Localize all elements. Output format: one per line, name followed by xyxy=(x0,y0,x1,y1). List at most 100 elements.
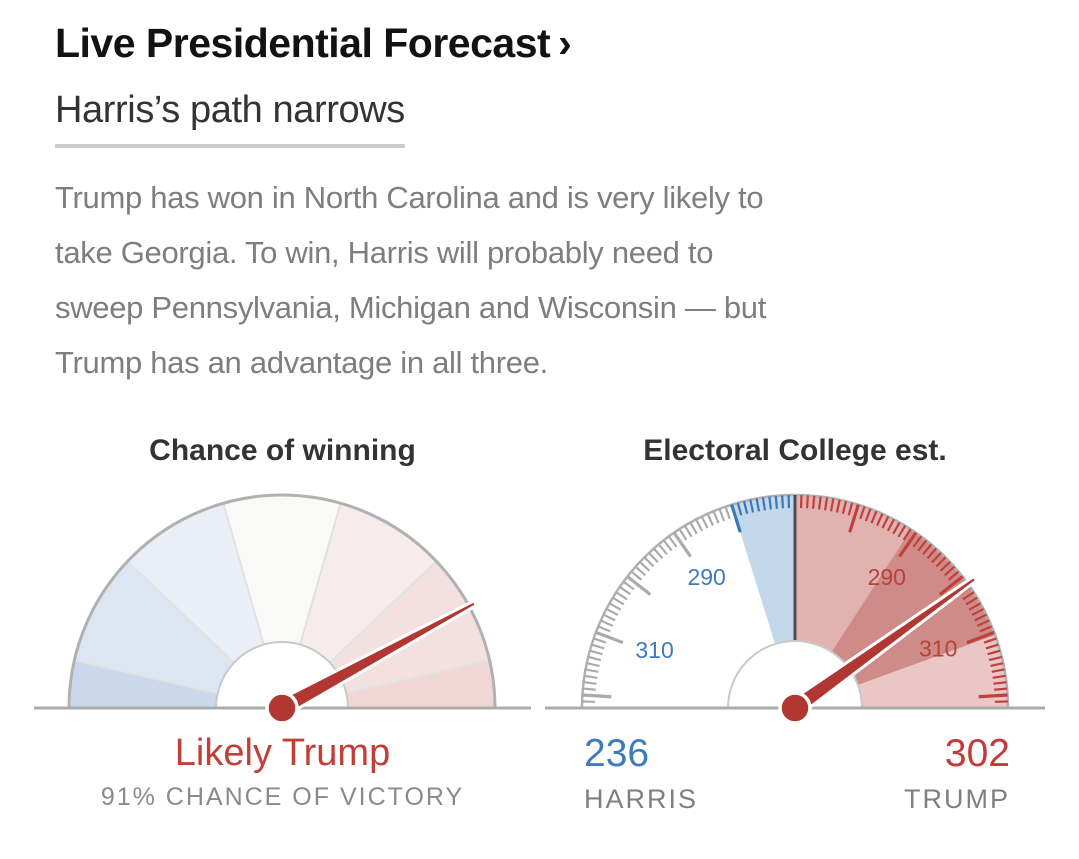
harris-total: 236 HARRIS xyxy=(584,732,698,815)
gauge-tick xyxy=(652,547,664,560)
chance-gauge-column: Chance of winning Likely Trump 91% CHANC… xyxy=(30,434,535,812)
gauge-tick xyxy=(591,643,605,650)
gauge-tick xyxy=(718,508,726,522)
result-subtext: 91% CHANCE OF VICTORY xyxy=(100,783,465,812)
gauge-tick xyxy=(615,591,628,601)
gauge-tick xyxy=(876,513,884,527)
gauge-tick xyxy=(947,570,960,581)
result-label: Likely Trump xyxy=(174,732,391,775)
electoral-gauge-tick-labels: 290 310 290 310 xyxy=(635,564,957,663)
live-forecast-link[interactable]: Live Presidential Forecast › xyxy=(55,20,1055,67)
gauge-tick xyxy=(892,522,901,535)
gauge-tick xyxy=(823,497,829,511)
gauge-tick xyxy=(662,539,673,552)
gauge-tick xyxy=(683,525,693,538)
gauge-tick xyxy=(881,516,890,529)
gauge-tick xyxy=(584,674,598,680)
gauge-tick xyxy=(634,566,647,577)
gauge-tick xyxy=(990,662,1004,668)
gauge-tick xyxy=(678,528,688,541)
gauge-tick xyxy=(993,681,1007,685)
gauge-tick xyxy=(724,506,731,520)
gauge-tick xyxy=(622,580,635,591)
electoral-gauge-band xyxy=(731,495,795,645)
gauge-tick xyxy=(898,531,918,558)
gauge-tick xyxy=(922,543,933,556)
harris-total-label: HARRIS xyxy=(584,784,699,815)
gauge-tick xyxy=(600,619,614,627)
gauge-tick xyxy=(938,575,964,596)
forward-chevron-icon: › xyxy=(558,20,572,66)
gauge-tick xyxy=(667,535,678,548)
gauge-tick xyxy=(917,539,928,552)
gauge-tick xyxy=(603,613,616,622)
gauge-tick xyxy=(774,495,779,510)
gauge-tick xyxy=(965,596,978,606)
gauge-tick xyxy=(582,687,596,692)
gauge-tick xyxy=(971,608,985,617)
kicker-label: Live Presidential Forecast xyxy=(55,20,551,66)
gauge-tick xyxy=(700,516,709,529)
gauge-hub-arc xyxy=(727,640,863,709)
electoral-gauge-band xyxy=(795,495,912,652)
harris-total-value: 236 xyxy=(584,732,650,776)
gauge-tick xyxy=(768,496,772,510)
gauge-tick xyxy=(991,668,1005,674)
gauge-tick xyxy=(818,496,822,510)
electoral-gauge: 290 310 290 310 xyxy=(545,493,1045,725)
gauge-tick xyxy=(582,693,612,699)
gauge-tick xyxy=(586,662,600,668)
gauge-tick xyxy=(612,596,625,606)
gauge-tick xyxy=(864,508,872,522)
gauge-tick xyxy=(935,556,947,568)
electoral-gauge-band xyxy=(857,635,1008,709)
gauge-tick xyxy=(712,510,720,524)
gauge-tick xyxy=(605,608,619,617)
gauge-tick xyxy=(985,643,999,650)
gauge-tick xyxy=(643,556,655,568)
gauge-tick xyxy=(626,575,652,596)
gauge-tick xyxy=(939,561,951,572)
electoral-totals: 236 HARRIS 302 TRUMP xyxy=(540,732,1050,815)
gauge-tick xyxy=(943,566,956,577)
gauge-tick xyxy=(848,504,860,533)
gauge-tick xyxy=(978,693,1008,699)
chance-gauge xyxy=(34,493,531,725)
gauge-tick xyxy=(706,513,714,527)
gauge-needle-pivot xyxy=(778,691,812,725)
gauge-tick xyxy=(695,519,704,532)
gauge-tick xyxy=(870,510,878,524)
electoral-gauge-title: Electoral College est. xyxy=(643,434,947,468)
gauge-tick-label: 290 xyxy=(687,564,725,590)
headline: Harris’s path narrows xyxy=(55,89,405,149)
gauge-tick xyxy=(619,586,632,596)
gauge-tick xyxy=(585,668,599,674)
intro-paragraph: Trump has won in North Carolina and is v… xyxy=(55,180,767,381)
trump-total: 302 TRUMP xyxy=(904,732,1010,815)
gauge-tick xyxy=(841,501,848,515)
gauge-needle-pivot xyxy=(265,691,299,725)
gauge-tick xyxy=(781,495,785,509)
gauge-tick xyxy=(966,631,995,645)
gauge-tick xyxy=(994,687,1008,692)
gauge-tick xyxy=(829,498,835,512)
gauge-tick xyxy=(630,570,643,581)
gauge-tick xyxy=(593,637,607,644)
gauge-tick xyxy=(962,591,975,601)
gauge-tick xyxy=(648,552,659,564)
gauge-tick xyxy=(672,531,692,558)
gauge-tick xyxy=(589,649,603,656)
electoral-gauge-ticks xyxy=(582,495,1008,704)
gauge-tick xyxy=(736,502,743,516)
gauge-tick xyxy=(761,497,767,511)
gauge-tick xyxy=(992,674,1006,680)
gauge-tick xyxy=(730,504,742,533)
gauge-tick xyxy=(912,535,923,548)
gauge-tick xyxy=(983,637,997,644)
gauge-tick-label: 290 xyxy=(868,564,906,590)
gauge-tick xyxy=(657,543,668,556)
gauge-tick xyxy=(847,502,854,516)
gauge-tick xyxy=(974,613,987,622)
gauge-tick xyxy=(987,649,1001,656)
